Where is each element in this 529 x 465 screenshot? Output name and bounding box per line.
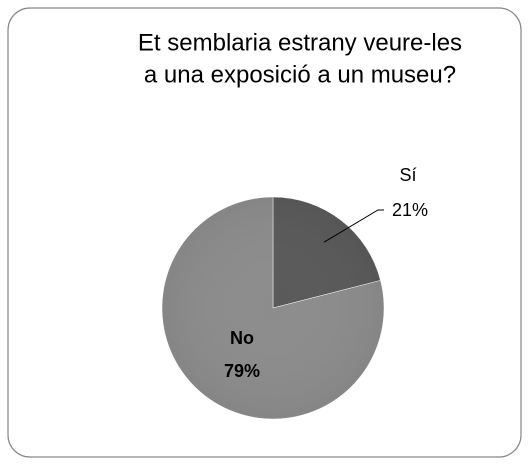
chart-title: a una exposició a un museu?: [144, 61, 456, 88]
chart-title: Et semblaria estrany veure-les: [138, 29, 462, 56]
leader-line: [323, 209, 384, 243]
value-label: 79%: [224, 361, 260, 381]
slice-label: Sí: [399, 165, 416, 185]
slice-label: No: [230, 328, 254, 348]
value-label: 21%: [392, 200, 428, 220]
